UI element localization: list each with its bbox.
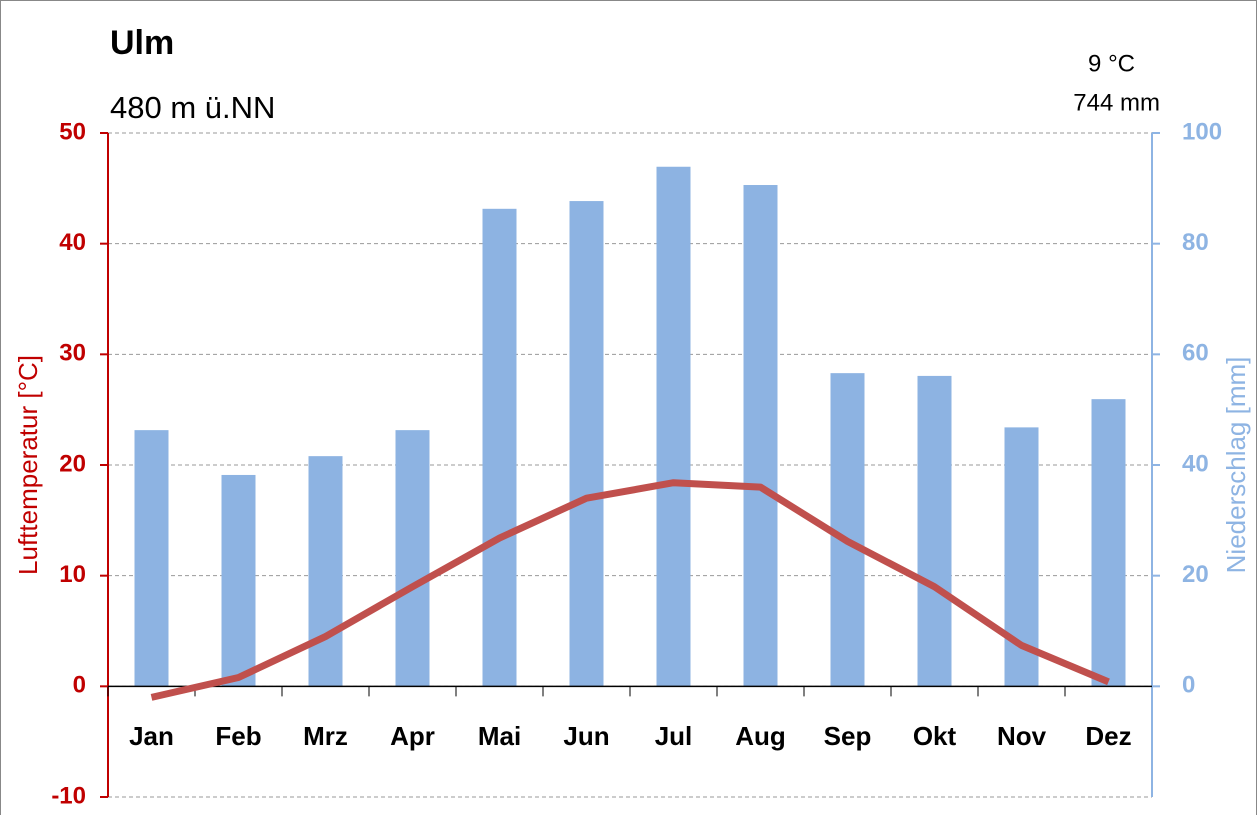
x-tick-label: Mrz [303, 721, 348, 751]
y-tick-label: 30 [59, 340, 86, 367]
chart-title: Ulm [110, 24, 174, 62]
y2-tick-label: 60 [1182, 340, 1209, 367]
x-tick-label: Jan [129, 721, 174, 751]
y2-axis-label: Niederschlag [mm] [1221, 357, 1251, 574]
bar [221, 474, 256, 687]
y-tick-label: 0 [73, 672, 86, 699]
y-tick-label: 50 [59, 118, 86, 145]
y-axis-label: Lufttemperatur [°C] [13, 355, 43, 575]
y2-tick-label: 20 [1182, 561, 1209, 588]
annotation: 9 °C [1088, 50, 1135, 77]
bar [395, 430, 430, 687]
bar [743, 185, 778, 687]
x-tick-label: Nov [997, 721, 1047, 751]
y-tick-label: -10 [51, 782, 86, 809]
bar [1091, 399, 1126, 687]
x-tick-label: Aug [735, 721, 786, 751]
bar [569, 201, 604, 687]
x-tick-label: Mai [478, 721, 521, 751]
x-tick-label: Apr [390, 721, 435, 751]
y2-tick-label: 100 [1182, 118, 1222, 145]
y2-tick-label: 40 [1182, 450, 1209, 477]
x-tick-label: Feb [215, 721, 261, 751]
bar [917, 375, 952, 687]
bar [482, 208, 517, 687]
x-tick-label: Sep [824, 721, 872, 751]
x-tick-label: Okt [913, 721, 957, 751]
y-tick-label: 10 [59, 561, 86, 588]
subtitle: 480 m ü.NN [110, 90, 275, 125]
x-tick-label: Jul [655, 721, 693, 751]
x-tick-label: Jun [563, 721, 609, 751]
line [150, 479, 1110, 701]
y2-tick-label: 0 [1182, 672, 1195, 699]
bar [656, 166, 691, 687]
bar [134, 430, 169, 687]
y-tick-label: 20 [59, 450, 86, 477]
bar [830, 373, 865, 687]
annotation: 744 mm [1073, 89, 1160, 116]
y2-tick-label: 80 [1182, 229, 1209, 256]
bar [308, 456, 343, 687]
y-tick-label: 40 [59, 229, 86, 256]
x-tick-label: Dez [1085, 721, 1131, 751]
